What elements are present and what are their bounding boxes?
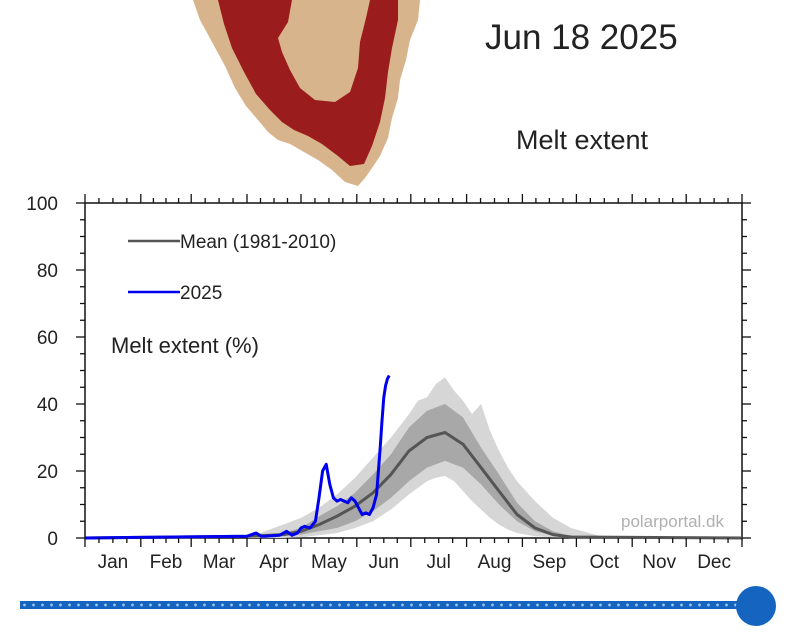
- month-label-dec: Dec: [697, 552, 731, 573]
- y-tick-label: 0: [47, 529, 58, 550]
- series-line-2025: [84, 374, 391, 540]
- month-label-sep: Sep: [532, 552, 566, 573]
- slider-thumb[interactable]: [736, 586, 776, 626]
- month-label-may: May: [311, 552, 347, 573]
- month-label-mar: Mar: [203, 552, 236, 573]
- melt-chart: Jun 18 2025 Melt extent 0 20 40 60 80 100 Jan…: [26, 0, 751, 573]
- chart-panel: Jun 18 2025 Melt extent 0 20 40 60 80 100 Jan…: [20, 0, 757, 573]
- y-tick-label: 20: [37, 462, 58, 483]
- y-axis-label: Melt extent (%): [111, 333, 259, 358]
- month-label-oct: Oct: [590, 552, 620, 573]
- map-title: Melt extent: [516, 125, 649, 155]
- slider-track[interactable]: [20, 601, 758, 609]
- watermark: polarportal.dk: [621, 512, 725, 531]
- y-tick-label: 100: [26, 194, 58, 215]
- month-label-jan: Jan: [98, 552, 129, 573]
- axis-ticks: [76, 194, 751, 547]
- month-label-apr: Apr: [259, 552, 289, 573]
- map-melt-region: [218, 0, 398, 166]
- greenland-map: [193, 0, 420, 186]
- climatology-bands: [247, 377, 607, 538]
- month-label-jun: Jun: [368, 552, 399, 573]
- y-tick-label: 60: [37, 328, 58, 349]
- y-tick-label: 80: [37, 261, 58, 282]
- date-label: Jun 18 2025: [485, 18, 678, 57]
- legend: Mean (1981-2010) 2025: [128, 232, 336, 304]
- x-tick-labels: Jan Feb Mar Apr May Jun Jul Aug Sep Oct Nov Dec: [98, 552, 731, 573]
- month-label-feb: Feb: [150, 552, 183, 573]
- legend-label-2025: 2025: [180, 283, 222, 304]
- band-inner: [256, 404, 589, 538]
- month-label-aug: Aug: [478, 552, 512, 573]
- series-lines: [84, 374, 743, 540]
- month-label-jul: Jul: [427, 552, 451, 573]
- legend-label-mean: Mean (1981-2010): [180, 232, 336, 253]
- date-slider[interactable]: [20, 586, 780, 626]
- y-tick-label: 40: [37, 395, 58, 416]
- month-label-nov: Nov: [642, 552, 676, 573]
- y-tick-labels: 0 20 40 60 80 100: [26, 194, 58, 550]
- series-line-mean: [84, 431, 743, 540]
